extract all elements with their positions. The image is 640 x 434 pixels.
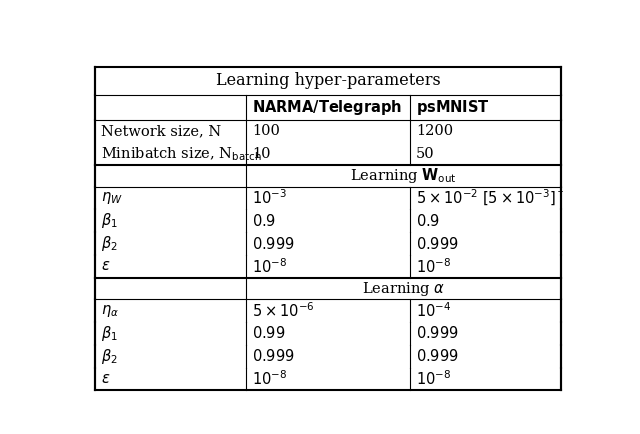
Text: $10^{-8}$: $10^{-8}$ [252, 257, 287, 276]
Text: $\beta_2$: $\beta_2$ [101, 234, 118, 253]
Text: $0.9$: $0.9$ [252, 213, 276, 229]
Text: 100: 100 [252, 124, 280, 138]
Text: $\beta_1$: $\beta_1$ [101, 324, 118, 343]
Text: $\mathbf{psMNIST}$: $\mathbf{psMNIST}$ [416, 98, 490, 117]
Text: $\epsilon$: $\epsilon$ [101, 372, 110, 386]
Text: $5 \times 10^{-6}$: $5 \times 10^{-6}$ [252, 301, 315, 320]
Text: $\mathbf{NARMA/Telegraph}$: $\mathbf{NARMA/Telegraph}$ [252, 98, 403, 117]
Text: Learning hyper-parameters: Learning hyper-parameters [216, 72, 440, 89]
Text: $0.999$: $0.999$ [416, 348, 459, 364]
Text: $10^{-8}$: $10^{-8}$ [252, 370, 287, 388]
Text: Network size, N: Network size, N [101, 124, 221, 138]
Text: $0.9$: $0.9$ [416, 213, 440, 229]
Text: $10^{-4}$: $10^{-4}$ [416, 301, 451, 320]
Text: $10^{-8}$: $10^{-8}$ [416, 370, 451, 388]
Text: $0.99$: $0.99$ [252, 326, 285, 342]
Text: 50: 50 [416, 147, 435, 161]
Text: $\beta_1$: $\beta_1$ [101, 211, 118, 230]
Text: $0.999$: $0.999$ [416, 326, 459, 342]
Text: Learning $\mathbf{W}_{\mathrm{out}}$: Learning $\mathbf{W}_{\mathrm{out}}$ [350, 166, 457, 185]
Text: $\epsilon$: $\epsilon$ [101, 259, 110, 273]
Text: $\eta_\alpha$: $\eta_\alpha$ [101, 303, 118, 319]
Text: Minibatch size, N$_{\mathrm{batch}}$: Minibatch size, N$_{\mathrm{batch}}$ [101, 145, 262, 162]
Text: $5 \times 10^{-2}$ $[5 \times 10^{-3}]^\dagger$: $5 \times 10^{-2}$ $[5 \times 10^{-3}]^\… [416, 188, 564, 208]
Text: $10^{-3}$: $10^{-3}$ [252, 189, 287, 207]
Text: 10: 10 [252, 147, 271, 161]
Text: $0.999$: $0.999$ [416, 236, 459, 252]
Text: 1200: 1200 [416, 124, 453, 138]
Text: Learning $\alpha$: Learning $\alpha$ [362, 279, 445, 298]
Text: $0.999$: $0.999$ [252, 236, 295, 252]
Text: $10^{-8}$: $10^{-8}$ [416, 257, 451, 276]
Text: $0.999$: $0.999$ [252, 348, 295, 364]
Text: $\eta_W$: $\eta_W$ [101, 190, 122, 206]
Text: $\beta_2$: $\beta_2$ [101, 347, 118, 366]
